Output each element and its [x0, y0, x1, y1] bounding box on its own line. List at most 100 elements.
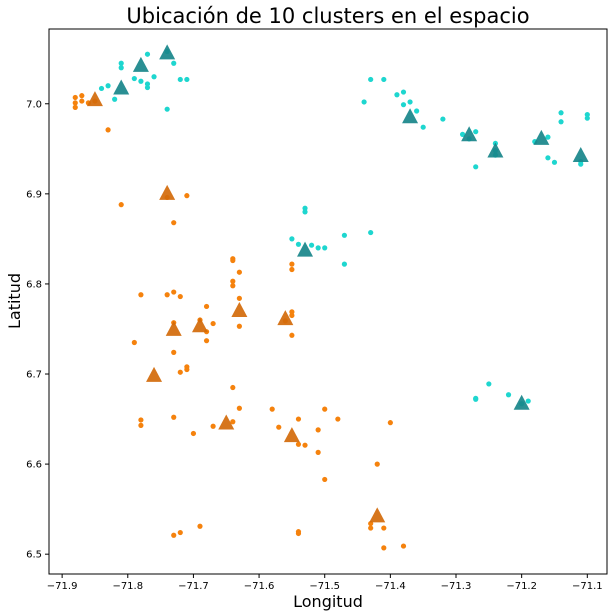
y-tick-label-0: 6.5	[26, 550, 42, 561]
plot-area	[48, 28, 608, 575]
point-orange-44	[289, 309, 295, 315]
point-cyan-47	[308, 242, 315, 248]
point-orange-32	[230, 257, 236, 264]
point-orange-4	[79, 98, 85, 104]
point-orange-8	[118, 202, 124, 208]
x-tick-label-5: −71.4	[375, 581, 406, 592]
centroid-cyan-8	[297, 241, 314, 257]
point-orange-39	[236, 405, 242, 411]
chart-title: Ubicación de 10 clusters en el espacio	[126, 4, 529, 28]
point-orange-66	[177, 529, 183, 536]
point-orange-11	[184, 193, 190, 199]
point-orange-38	[230, 384, 236, 391]
x-tick-label-7: −71.2	[506, 581, 537, 592]
point-cyan-2	[112, 96, 118, 102]
centroid-cyan-9	[513, 394, 530, 410]
point-cyan-16	[361, 99, 367, 105]
point-cyan-14	[184, 76, 190, 83]
point-orange-10	[171, 220, 177, 226]
point-cyan-43	[302, 209, 308, 215]
centroid-orange-7	[277, 310, 294, 326]
centroid-orange-1	[159, 184, 176, 200]
point-orange-33	[230, 278, 236, 284]
x-tick-label-8: −71.1	[572, 581, 603, 592]
centroid-orange-4	[191, 317, 208, 333]
point-orange-41	[210, 423, 216, 429]
point-cyan-22	[407, 99, 413, 105]
y-tick-label-4: 6.9	[26, 189, 42, 200]
point-cyan-42	[584, 115, 590, 121]
point-cyan-45	[289, 236, 295, 242]
x-tick-label-0: −71.9	[47, 581, 78, 592]
centroid-cyan-2	[159, 44, 176, 60]
point-orange-18	[171, 349, 177, 355]
point-orange-36	[236, 295, 242, 301]
point-orange-21	[177, 369, 183, 375]
point-orange-61	[381, 525, 387, 531]
centroid-orange-5	[231, 301, 248, 317]
point-cyan-12	[171, 60, 177, 66]
point-orange-65	[171, 532, 177, 538]
point-cyan-10	[144, 51, 151, 57]
point-orange-20	[184, 364, 190, 370]
point-cyan-40	[578, 161, 584, 167]
point-orange-1	[72, 100, 78, 106]
x-tick-label-3: −71.6	[244, 581, 275, 592]
point-orange-55	[322, 406, 328, 412]
point-orange-56	[322, 476, 328, 483]
x-axis-label: Longitud	[293, 592, 363, 611]
point-orange-35	[236, 269, 242, 275]
point-orange-34	[230, 283, 236, 289]
point-cyan-9	[151, 74, 157, 80]
point-orange-49	[276, 424, 282, 430]
point-orange-7	[105, 127, 111, 133]
y-axis-label: Latitud	[5, 273, 24, 329]
x-tick-label-2: −71.7	[178, 581, 209, 592]
point-cyan-51	[341, 261, 348, 267]
x-axis: −71.9 −71.8 −71.7 −71.6 −71.5 −71.4 −71.3 −71.2…	[47, 574, 603, 592]
point-orange-40	[230, 419, 236, 425]
point-orange-60	[374, 461, 380, 467]
point-orange-51	[295, 441, 302, 447]
centroid-orange-3	[146, 366, 163, 382]
point-orange-43	[289, 266, 295, 273]
point-orange-69	[295, 530, 302, 537]
data-marks	[72, 44, 590, 551]
point-orange-12	[138, 292, 144, 298]
point-cyan-8	[144, 84, 151, 91]
x-tick-label-6: −71.3	[441, 581, 472, 592]
point-cyan-13	[177, 76, 183, 83]
centroid-cyan-6	[533, 129, 550, 145]
point-orange-29	[203, 303, 210, 310]
centroid-cyan-3	[402, 108, 419, 124]
centroid-cyan-7	[572, 147, 589, 163]
point-orange-64	[400, 543, 407, 549]
point-cyan-6	[138, 78, 144, 84]
point-cyan-35	[545, 155, 551, 161]
x-tick-label-4: −71.5	[309, 581, 340, 592]
point-cyan-48	[315, 245, 321, 251]
y-tick-label-1: 6.6	[26, 460, 42, 471]
point-cyan-41	[584, 111, 590, 118]
point-cyan-18	[381, 76, 387, 83]
point-cyan-38	[558, 110, 564, 116]
point-cyan-46	[295, 241, 302, 247]
point-orange-3	[79, 93, 85, 99]
point-orange-50	[295, 416, 302, 422]
point-orange-67	[197, 523, 203, 529]
point-cyan-26	[459, 131, 466, 137]
point-orange-53	[315, 427, 321, 433]
point-cyan-36	[551, 159, 558, 165]
point-orange-45	[289, 312, 295, 319]
point-orange-59	[368, 525, 374, 531]
x-tick-label-1: −71.8	[112, 581, 143, 592]
point-cyan-3	[118, 65, 124, 71]
point-cyan-52	[368, 229, 374, 236]
centroid-orange-6	[218, 414, 235, 430]
point-cyan-20	[400, 89, 407, 95]
point-orange-48	[269, 406, 275, 412]
point-cyan-28	[473, 129, 479, 135]
point-cyan-19	[394, 92, 400, 98]
point-cyan-34	[545, 134, 551, 140]
